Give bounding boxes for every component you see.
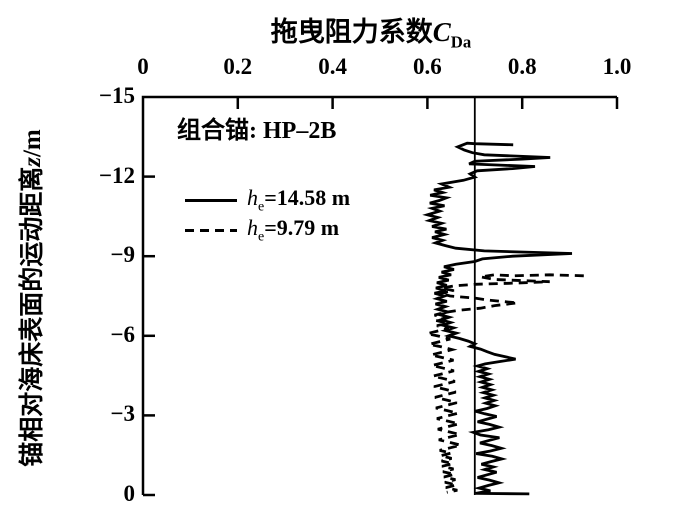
chart-title: 拖曳阻力系数CDa	[271, 10, 471, 52]
legend-entry-solid: he=14.58 m	[185, 185, 350, 215]
legend-entry-dashed: he=9.79 m	[185, 215, 350, 245]
y-tick-label: −3	[110, 401, 135, 427]
y-tick-label: −6	[110, 321, 135, 347]
y-tick-label: −12	[98, 162, 135, 188]
legend-entry-label: he=14.58 m	[247, 185, 350, 215]
chart-title-text: 拖曳阻力系数	[270, 17, 433, 47]
legend-variable-subscript: e	[258, 229, 265, 245]
chart-title-subscript: Da	[450, 32, 472, 52]
legend-title: 组合锚: HP–2B	[177, 118, 337, 144]
x-tick-label: 0.8	[507, 54, 537, 79]
x-tick-label: 0	[137, 54, 149, 79]
legend-dashed-line-sample	[185, 228, 237, 232]
y-axis-title-unit: /m	[19, 129, 46, 158]
y-axis-title-variable: z	[19, 157, 46, 167]
legend-solid-line-sample	[185, 198, 237, 202]
y-tick-label: −9	[110, 242, 135, 268]
legend-value: =9.79 m	[264, 214, 340, 240]
series-dashed-line	[427, 273, 584, 494]
x-tick-label: 1.0	[602, 54, 632, 79]
legend-value: =14.58 m	[264, 184, 351, 210]
y-tick-label: 0	[123, 481, 136, 506]
legend-entry-label: he=9.79 m	[247, 215, 339, 245]
legend-variable: h	[247, 184, 258, 210]
x-tick-label: 0.4	[318, 54, 347, 79]
axis-lines	[141, 95, 617, 495]
series-solid-line	[422, 141, 573, 496]
x-tick-label: 0.6	[413, 54, 442, 79]
legend-variable: h	[247, 214, 258, 240]
y-tick-label: −15	[98, 83, 135, 108]
y-axis-title: 锚相对海床表面的运动距离z/m	[12, 83, 46, 513]
x-tick-label: 0.2	[223, 54, 253, 79]
y-axis-title-text: 锚相对海床表面的运动距离	[19, 166, 46, 467]
legend-variable-subscript: e	[258, 199, 265, 215]
chart-title-variable: C	[432, 17, 451, 47]
legend: 组合锚: HP–2B he=14.58 m he=9.79 m	[177, 110, 350, 245]
